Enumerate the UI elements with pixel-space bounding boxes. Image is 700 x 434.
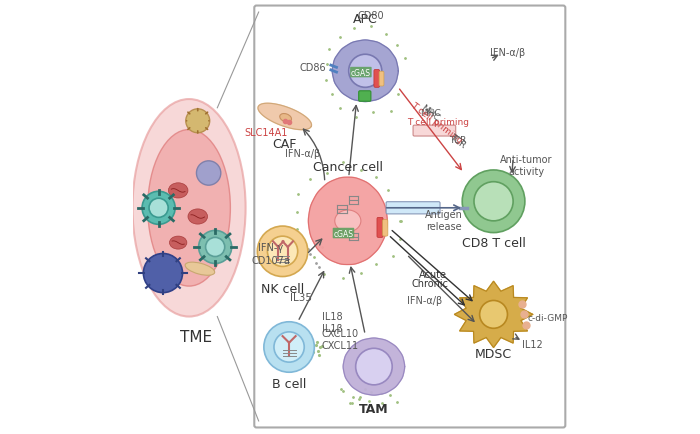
Polygon shape [343,338,405,395]
Text: T cell priming: T cell priming [407,118,469,127]
Circle shape [142,192,175,225]
Text: TCR: TCR [449,135,467,144]
Text: NK cell: NK cell [261,282,304,295]
Text: IL12: IL12 [522,339,542,349]
Circle shape [462,171,525,233]
Polygon shape [309,178,387,265]
Text: IL18
IL1β: IL18 IL1β [322,311,342,333]
Circle shape [349,55,382,88]
Text: T cell priming: T cell priming [410,100,465,145]
Circle shape [199,231,232,264]
Circle shape [267,237,297,267]
Text: TCR: TCR [448,132,468,149]
Text: c-di-GMP: c-di-GMP [528,313,568,322]
Text: CXCL10
CXCL11: CXCL10 CXCL11 [322,328,359,351]
Ellipse shape [335,210,361,232]
FancyBboxPatch shape [386,202,440,214]
Text: Anti-tumor
activity: Anti-tumor activity [500,155,552,177]
Circle shape [144,254,183,293]
Text: IFN-α/β: IFN-α/β [284,149,320,159]
FancyBboxPatch shape [374,70,379,88]
FancyBboxPatch shape [413,126,456,137]
Text: Acute: Acute [419,270,447,279]
Text: IL35: IL35 [290,293,312,302]
Circle shape [274,332,304,362]
FancyBboxPatch shape [379,72,384,87]
Text: APC: APC [353,13,377,26]
Circle shape [206,238,225,257]
Circle shape [149,199,168,218]
Text: B cell: B cell [272,378,307,391]
Text: SLC14A1: SLC14A1 [245,128,288,137]
Text: IFN-α/β: IFN-α/β [490,48,525,58]
Text: MHC: MHC [419,103,440,123]
Text: TAM: TAM [359,402,389,415]
Ellipse shape [186,263,215,276]
Ellipse shape [169,237,187,250]
FancyBboxPatch shape [383,220,388,237]
Text: cGAS: cGAS [333,229,354,238]
Circle shape [264,322,314,372]
Text: MHC: MHC [420,109,441,118]
FancyBboxPatch shape [254,7,566,427]
Text: TME: TME [179,329,211,344]
Text: Chronic: Chronic [412,278,449,288]
Text: CD80: CD80 [358,11,384,21]
Polygon shape [332,41,398,102]
Ellipse shape [169,183,188,198]
Circle shape [480,301,508,329]
FancyBboxPatch shape [358,92,371,102]
Text: Cancer cell: Cancer cell [313,161,383,174]
Text: CD86: CD86 [300,63,326,73]
Polygon shape [258,104,312,130]
Text: CAF: CAF [272,138,297,151]
Text: cGAS: cGAS [351,69,371,77]
Ellipse shape [186,110,210,134]
Ellipse shape [188,209,207,225]
Text: MDSC: MDSC [475,347,512,360]
Circle shape [258,227,308,277]
Text: CD8 T cell: CD8 T cell [461,237,526,250]
Text: Antigen
release: Antigen release [425,209,463,232]
Ellipse shape [280,114,291,123]
Text: IFN-α/β: IFN-α/β [407,296,442,305]
Text: IFN-γ
CD107a: IFN-γ CD107a [251,243,290,265]
FancyBboxPatch shape [377,218,383,238]
Ellipse shape [132,100,246,317]
Circle shape [356,349,392,385]
Circle shape [197,161,220,186]
Circle shape [474,182,513,221]
Polygon shape [454,282,533,348]
Ellipse shape [148,130,230,286]
